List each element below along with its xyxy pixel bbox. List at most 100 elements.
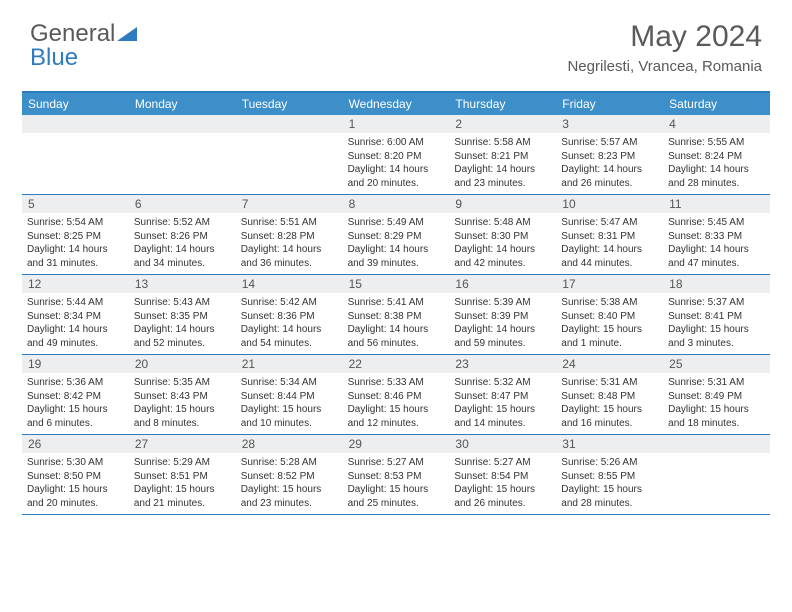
weeks-container: 1234Sunrise: 6:00 AMSunset: 8:20 PMDayli… [22, 115, 770, 515]
day-number: 1 [343, 115, 450, 133]
daylight-line: Daylight: 15 hours and 14 minutes. [454, 404, 535, 429]
day-number: 4 [663, 115, 770, 133]
daylight-line: Daylight: 14 hours and 42 minutes. [454, 244, 535, 269]
daylight-line: Daylight: 14 hours and 28 minutes. [668, 164, 749, 189]
daylight-line: Daylight: 15 hours and 28 minutes. [561, 484, 642, 509]
sunset-line: Sunset: 8:38 PM [348, 311, 422, 322]
daylight-line: Daylight: 14 hours and 47 minutes. [668, 244, 749, 269]
day-number: 16 [449, 275, 556, 293]
sunrise-line: Sunrise: 5:52 AM [134, 217, 210, 228]
sunrise-line: Sunrise: 5:26 AM [561, 457, 637, 468]
day-number: 8 [343, 195, 450, 213]
sunrise-line: Sunrise: 5:47 AM [561, 217, 637, 228]
daylight-line: Daylight: 14 hours and 36 minutes. [241, 244, 322, 269]
day-details: Sunrise: 5:32 AMSunset: 8:47 PMDaylight:… [449, 373, 556, 434]
sunset-line: Sunset: 8:39 PM [454, 311, 528, 322]
day-number: 21 [236, 355, 343, 373]
day-details: Sunrise: 5:51 AMSunset: 8:28 PMDaylight:… [236, 213, 343, 274]
day-number: 25 [663, 355, 770, 373]
day-number: 3 [556, 115, 663, 133]
daylight-line: Daylight: 14 hours and 34 minutes. [134, 244, 215, 269]
daylight-line: Daylight: 15 hours and 18 minutes. [668, 404, 749, 429]
day-number: 22 [343, 355, 450, 373]
weekday-header: Friday [556, 93, 663, 115]
day-number: 15 [343, 275, 450, 293]
day-details: Sunrise: 5:42 AMSunset: 8:36 PMDaylight:… [236, 293, 343, 354]
sunset-line: Sunset: 8:48 PM [561, 391, 635, 402]
sunrise-line: Sunrise: 5:27 AM [348, 457, 424, 468]
day-number: 9 [449, 195, 556, 213]
sunrise-line: Sunrise: 5:58 AM [454, 137, 530, 148]
sunset-line: Sunset: 8:54 PM [454, 471, 528, 482]
day-details [129, 133, 236, 194]
sunset-line: Sunset: 8:26 PM [134, 231, 208, 242]
day-number: 6 [129, 195, 236, 213]
header: General May 2024 Negrilesti, Vrancea, Ro… [0, 0, 792, 83]
sunset-line: Sunset: 8:47 PM [454, 391, 528, 402]
day-details: Sunrise: 5:43 AMSunset: 8:35 PMDaylight:… [129, 293, 236, 354]
day-details: Sunrise: 5:27 AMSunset: 8:54 PMDaylight:… [449, 453, 556, 514]
day-details: Sunrise: 5:48 AMSunset: 8:30 PMDaylight:… [449, 213, 556, 274]
week-row: 12131415161718Sunrise: 5:44 AMSunset: 8:… [22, 275, 770, 355]
day-number: 31 [556, 435, 663, 453]
sunset-line: Sunset: 8:50 PM [27, 471, 101, 482]
weekday-header: Thursday [449, 93, 556, 115]
week-row: 1234 Sunrise: 6:00 AMSunset: 8:20 PMDayli… [22, 115, 770, 195]
day-number: 14 [236, 275, 343, 293]
day-details: Sunrise: 5:31 AMSunset: 8:48 PMDaylight:… [556, 373, 663, 434]
sunrise-line: Sunrise: 5:29 AM [134, 457, 210, 468]
day-details: Sunrise: 5:37 AMSunset: 8:41 PMDaylight:… [663, 293, 770, 354]
daylight-line: Daylight: 15 hours and 12 minutes. [348, 404, 429, 429]
sunset-line: Sunset: 8:33 PM [668, 231, 742, 242]
sunset-line: Sunset: 8:52 PM [241, 471, 315, 482]
sunset-line: Sunset: 8:43 PM [134, 391, 208, 402]
brand-part2: Blue [30, 44, 78, 72]
day-details: Sunrise: 5:26 AMSunset: 8:55 PMDaylight:… [556, 453, 663, 514]
daylight-line: Daylight: 14 hours and 23 minutes. [454, 164, 535, 189]
day-number [236, 115, 343, 133]
day-number [22, 115, 129, 133]
sunrise-line: Sunrise: 5:35 AM [134, 377, 210, 388]
daylight-line: Daylight: 15 hours and 23 minutes. [241, 484, 322, 509]
day-number: 30 [449, 435, 556, 453]
calendar: SundayMondayTuesdayWednesdayThursdayFrid… [22, 91, 770, 515]
sunrise-line: Sunrise: 5:27 AM [454, 457, 530, 468]
daylight-line: Daylight: 15 hours and 25 minutes. [348, 484, 429, 509]
day-number: 13 [129, 275, 236, 293]
daylight-line: Daylight: 15 hours and 6 minutes. [27, 404, 108, 429]
daylight-line: Daylight: 14 hours and 59 minutes. [454, 324, 535, 349]
day-number: 12 [22, 275, 129, 293]
sunrise-line: Sunrise: 5:39 AM [454, 297, 530, 308]
day-details: Sunrise: 5:57 AMSunset: 8:23 PMDaylight:… [556, 133, 663, 194]
daylight-line: Daylight: 14 hours and 20 minutes. [348, 164, 429, 189]
day-details: Sunrise: 5:52 AM Sunset: 8:26 PM Daylight:… [129, 213, 236, 274]
sunrise-line: Sunrise: 5:44 AM [27, 297, 103, 308]
daylight-line: Daylight: 14 hours and 26 minutes. [561, 164, 642, 189]
day-number: 20 [129, 355, 236, 373]
sunrise-line: Sunrise: 5:38 AM [561, 297, 637, 308]
day-details: Sunrise: 5:31 AMSunset: 8:49 PMDaylight:… [663, 373, 770, 434]
sunset-line: Sunset: 8:31 PM [561, 231, 635, 242]
sunrise-line: Sunrise: 5:30 AM [27, 457, 103, 468]
day-number: 17 [556, 275, 663, 293]
day-details: Sunrise: 6:00 AMSunset: 8:20 PMDaylight:… [343, 133, 450, 194]
day-details: Sunrise: 5:39 AM Sunset: 8:39 PM Daylight:… [449, 293, 556, 354]
daylight-line: Daylight: 15 hours and 21 minutes. [134, 484, 215, 509]
sunset-line: Sunset: 8:51 PM [134, 471, 208, 482]
day-number: 29 [343, 435, 450, 453]
sunset-line: Sunset: 8:21 PM [454, 151, 528, 162]
sunset-line: Sunset: 8:42 PM [27, 391, 101, 402]
day-details: Sunrise: 5:36 AMSunset: 8:42 PMDaylight:… [22, 373, 129, 434]
sunrise-line: Sunrise: 5:33 AM [348, 377, 424, 388]
sunrise-line: Sunrise: 5:43 AM [134, 297, 210, 308]
day-number: 26 [22, 435, 129, 453]
weekday-header: Saturday [663, 93, 770, 115]
weekday-header: Tuesday [236, 93, 343, 115]
daylight-line: Daylight: 14 hours and 31 minutes. [27, 244, 108, 269]
sunset-line: Sunset: 8:34 PM [27, 311, 101, 322]
daylight-line: Daylight: 14 hours and 49 minutes. [27, 324, 108, 349]
day-number [663, 435, 770, 453]
day-number: 2 [449, 115, 556, 133]
week-row: 19202122232425Sunrise: 5:36 AMSunset: 8:… [22, 355, 770, 435]
sunrise-line: Sunrise: 5:57 AM [561, 137, 637, 148]
